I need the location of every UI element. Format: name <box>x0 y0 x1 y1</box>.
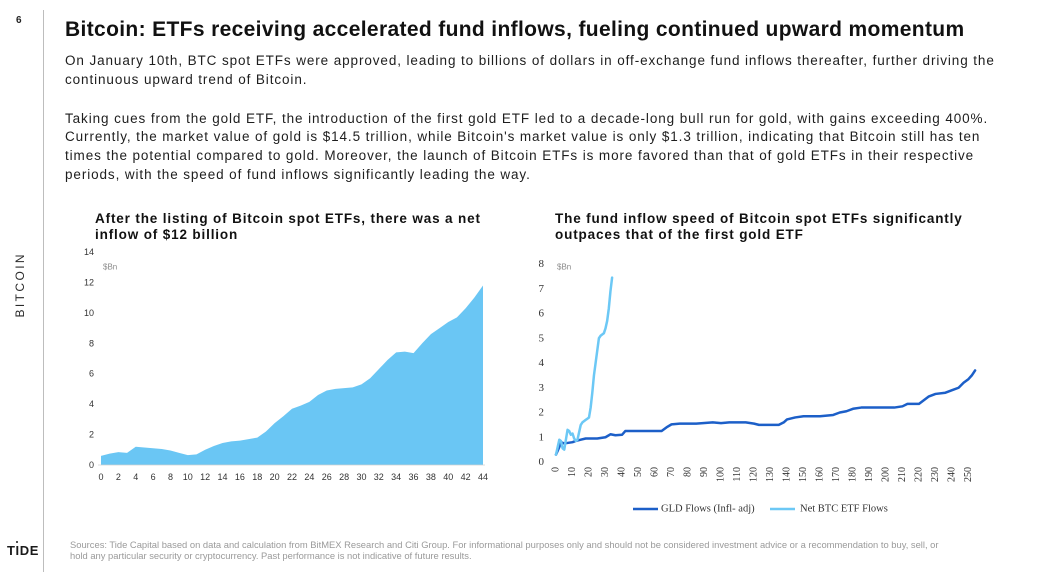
x-tick-label: 10 <box>567 467 578 477</box>
x-tick-label: 14 <box>218 472 228 482</box>
y-tick-label: 8 <box>89 338 94 348</box>
x-tick-label: 38 <box>426 472 436 482</box>
x-tick-label: 60 <box>650 467 661 477</box>
x-tick-label: 220 <box>914 467 925 482</box>
unit-label: $Bn <box>103 263 117 272</box>
y-tick-label: 5 <box>539 332 545 344</box>
intro-paragraph-2-line: Taking cues from the gold ETF, the intro… <box>65 110 989 126</box>
tide-logo: TIDE <box>7 543 40 558</box>
area-series-net-inflow <box>101 285 483 465</box>
x-tick-label: 34 <box>391 472 401 482</box>
y-tick-label: 1 <box>539 431 545 443</box>
intro-paragraph-2-line: times the potential compared to gold. Mo… <box>65 147 975 163</box>
y-tick-label: 3 <box>539 382 545 394</box>
x-tick-label: 24 <box>304 472 314 482</box>
x-tick-label: 40 <box>443 472 453 482</box>
intro-paragraph-1: On January 10th, BTC spot ETFs were appr… <box>65 52 995 89</box>
page-title: Bitcoin: ETFs receiving accelerated fund… <box>65 18 965 41</box>
x-tick-label: 26 <box>322 472 332 482</box>
chart-2-title-line: outpaces that of the first gold ETF <box>555 227 804 242</box>
x-tick-label: 30 <box>600 467 611 477</box>
legend-label: Net BTC ETF Flows <box>800 504 888 515</box>
y-tick-label: 0 <box>539 456 545 468</box>
intro-paragraph-2: Taking cues from the gold ETF, the intro… <box>65 110 988 185</box>
x-tick-label: 50 <box>633 467 644 477</box>
x-tick-label: 40 <box>617 467 628 477</box>
x-tick-label: 200 <box>881 467 892 482</box>
sources-disclaimer-line: hold any particular security or cryptocu… <box>70 549 472 561</box>
x-tick-label: 150 <box>798 467 809 482</box>
y-tick-label: 10 <box>84 308 94 318</box>
y-tick-label: 0 <box>89 460 94 470</box>
unit-label: $Bn <box>557 263 571 272</box>
x-tick-label: 12 <box>200 472 210 482</box>
x-tick-label: 8 <box>168 472 173 482</box>
intro-paragraph-2-line: periods, with the speed of fund inflows … <box>65 166 531 182</box>
y-tick-label: 8 <box>539 258 545 270</box>
intro-paragraph-1-line: On January 10th, BTC spot ETFs were appr… <box>65 53 995 68</box>
y-tick-label: 6 <box>539 308 545 320</box>
y-tick-label: 6 <box>89 369 94 379</box>
x-tick-label: 240 <box>947 467 958 482</box>
x-tick-label: 20 <box>270 472 280 482</box>
x-tick-label: 100 <box>716 467 727 482</box>
x-tick-label: 170 <box>831 467 842 482</box>
x-tick-label: 0 <box>98 472 103 482</box>
y-tick-label: 4 <box>89 399 94 409</box>
sources-disclaimer-line: Sources: Tide Capital based on data and … <box>70 538 939 550</box>
intro-paragraph-1-line: continuous upward trend of Bitcoin. <box>65 71 308 87</box>
x-tick-label: 30 <box>356 472 366 482</box>
x-tick-label: 32 <box>374 472 384 482</box>
x-tick-label: 130 <box>765 467 776 482</box>
vertical-divider <box>43 10 44 572</box>
x-tick-label: 140 <box>782 467 793 482</box>
x-tick-label: 36 <box>409 472 419 482</box>
x-tick-label: 42 <box>461 472 471 482</box>
page-number: 6 <box>16 15 22 26</box>
legend-label: GLD Flows (Infl- adj) <box>661 504 755 515</box>
sources-disclaimer: Sources: Tide Capital based on data and … <box>70 539 939 561</box>
y-tick-label: 2 <box>539 407 545 419</box>
x-tick-label: 18 <box>252 472 262 482</box>
gld-flows-series-line <box>554 369 977 456</box>
x-tick-label: 10 <box>183 472 193 482</box>
x-tick-label: 2 <box>116 472 121 482</box>
x-tick-label: 120 <box>749 467 760 482</box>
x-tick-label: 22 <box>287 472 297 482</box>
x-tick-label: 4 <box>133 472 138 482</box>
x-tick-label: 190 <box>864 467 875 482</box>
y-tick-label: 7 <box>539 283 545 295</box>
x-tick-label: 210 <box>897 467 908 482</box>
x-tick-label: 160 <box>815 467 826 482</box>
chart-1-title: After the listing of Bitcoin spot ETFs, … <box>95 211 481 243</box>
logo-dot <box>16 541 18 543</box>
x-tick-label: 20 <box>584 467 595 477</box>
x-tick-label: 230 <box>930 467 941 482</box>
chart-2-title-line: The fund inflow speed of Bitcoin spot ET… <box>555 211 963 226</box>
y-tick-label: 12 <box>84 277 94 287</box>
x-tick-label: 80 <box>683 467 694 477</box>
x-tick-label: 16 <box>235 472 245 482</box>
x-tick-label: 28 <box>339 472 349 482</box>
chart-1-title-line: After the listing of Bitcoin spot ETFs, … <box>95 211 481 226</box>
x-tick-label: 70 <box>666 467 677 477</box>
chart-1-title-line: inflow of $12 billion <box>95 227 239 242</box>
section-label: BITCOIN <box>13 252 27 318</box>
x-tick-label: 110 <box>732 467 743 482</box>
y-tick-label: 4 <box>539 357 545 369</box>
x-tick-label: 6 <box>151 472 156 482</box>
x-tick-label: 180 <box>848 467 859 482</box>
y-tick-label: 14 <box>84 247 94 257</box>
intro-paragraph-2-line: Currently, the market value of gold is $… <box>65 129 981 145</box>
y-tick-label: 2 <box>89 430 94 440</box>
chart-2-title: The fund inflow speed of Bitcoin spot ET… <box>555 211 963 243</box>
x-tick-label: 90 <box>699 467 710 477</box>
x-tick-label: 44 <box>478 472 488 482</box>
x-tick-label: 250 <box>963 467 974 482</box>
net-btc-etf-flows-series-line <box>554 276 614 456</box>
x-tick-label: 0 <box>551 467 562 472</box>
